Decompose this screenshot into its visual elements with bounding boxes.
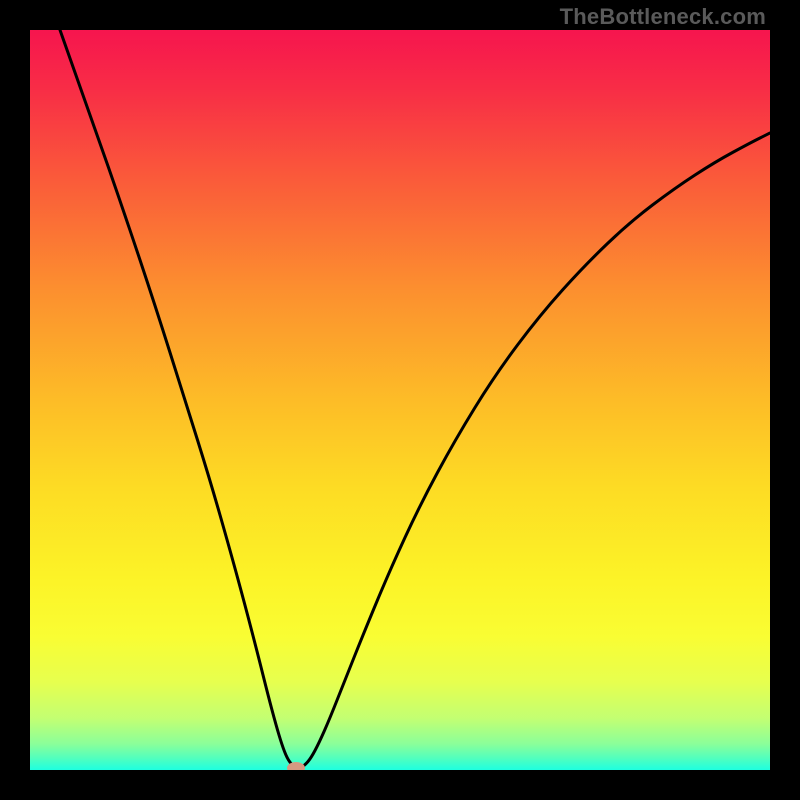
curve-layer — [30, 30, 770, 770]
watermark-text: TheBottleneck.com — [560, 4, 766, 30]
chart-frame: TheBottleneck.com — [0, 0, 800, 800]
plot-area — [30, 30, 770, 770]
bottleneck-curve — [60, 30, 770, 768]
